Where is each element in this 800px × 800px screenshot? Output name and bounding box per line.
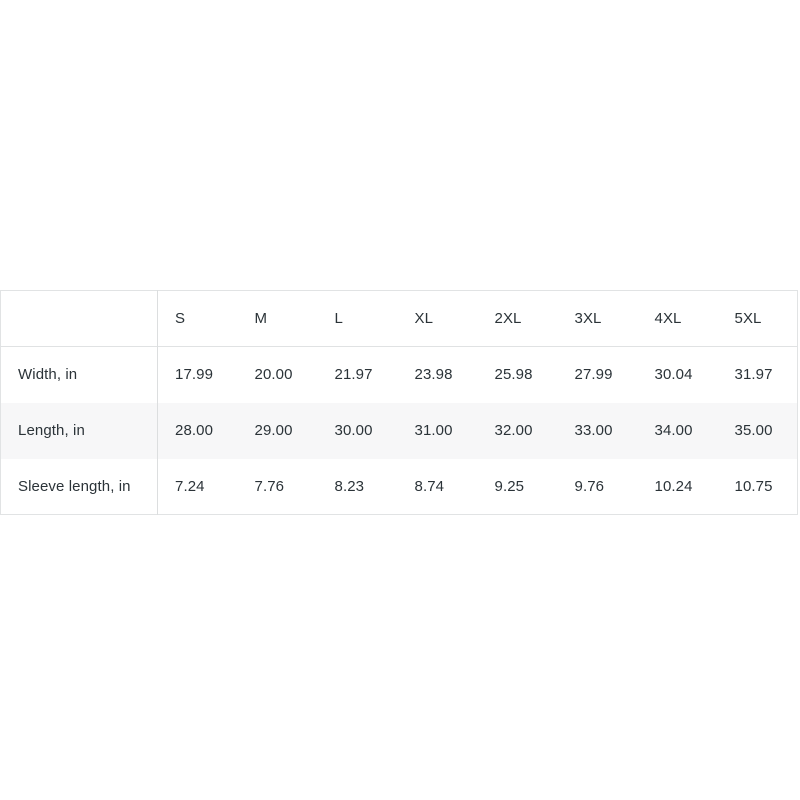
- cell-sleeve-3xl: 9.76: [574, 477, 605, 495]
- cell-sleeve-5xl: 10.75: [734, 477, 773, 495]
- cell-width-2xl: 25.98: [494, 366, 533, 384]
- header-cell-xl: XL: [414, 310, 434, 327]
- size-chart-table: S M L XL 2XL 3XL 4XL 5XL Width, in 17.99…: [0, 290, 798, 515]
- cell-sleeve-4xl: 10.24: [654, 477, 693, 495]
- header-cell-l: L: [334, 310, 343, 327]
- header-cell-empty: [0, 290, 158, 347]
- cell-sleeve-l: 8.23: [334, 477, 365, 495]
- table-row-length: Length, in 28.00 29.00 30.00 31.00 32.00…: [0, 402, 798, 459]
- cell-length-m: 29.00: [254, 422, 293, 439]
- row-label-length: Length, in: [0, 402, 158, 459]
- cell-width-xl: 23.98: [414, 366, 453, 384]
- cell-sleeve-s: 7.24: [175, 477, 205, 495]
- cell-width-3xl: 27.99: [574, 366, 613, 384]
- header-cell-5xl: 5XL: [734, 310, 762, 327]
- cell-sleeve-2xl: 9.25: [494, 477, 525, 495]
- cell-length-3xl: 33.00: [574, 422, 613, 439]
- cell-sleeve-m: 7.76: [254, 477, 285, 495]
- header-cell-4xl: 4XL: [654, 310, 682, 327]
- header-cell-s: S: [175, 310, 186, 327]
- cell-length-s: 28.00: [175, 422, 214, 439]
- cell-width-4xl: 30.04: [654, 366, 693, 384]
- cell-length-5xl: 35.00: [734, 422, 773, 439]
- cell-length-xl: 31.00: [414, 422, 453, 439]
- cell-sleeve-xl: 8.74: [414, 477, 445, 495]
- header-cell-m: M: [254, 310, 268, 327]
- row-label-width: Width, in: [0, 346, 158, 403]
- cell-width-l: 21.97: [334, 366, 373, 384]
- table-row-sleeve-length: Sleeve length, in 7.24 7.76 8.23 8.74 9.…: [0, 458, 798, 515]
- cell-length-2xl: 32.00: [494, 422, 533, 439]
- cell-width-s: 17.99: [175, 366, 214, 384]
- table-row-width: Width, in 17.99 20.00 21.97 23.98 25.98 …: [0, 346, 798, 403]
- size-chart-header-row: S M L XL 2XL 3XL 4XL 5XL: [0, 290, 798, 347]
- cell-length-l: 30.00: [334, 422, 373, 439]
- cell-width-5xl: 31.97: [734, 366, 773, 384]
- cell-width-m: 20.00: [254, 366, 293, 384]
- cell-length-4xl: 34.00: [654, 422, 693, 439]
- row-label-sleeve-length: Sleeve length, in: [0, 458, 158, 515]
- header-cell-2xl: 2XL: [494, 310, 522, 327]
- header-cell-3xl: 3XL: [574, 310, 602, 327]
